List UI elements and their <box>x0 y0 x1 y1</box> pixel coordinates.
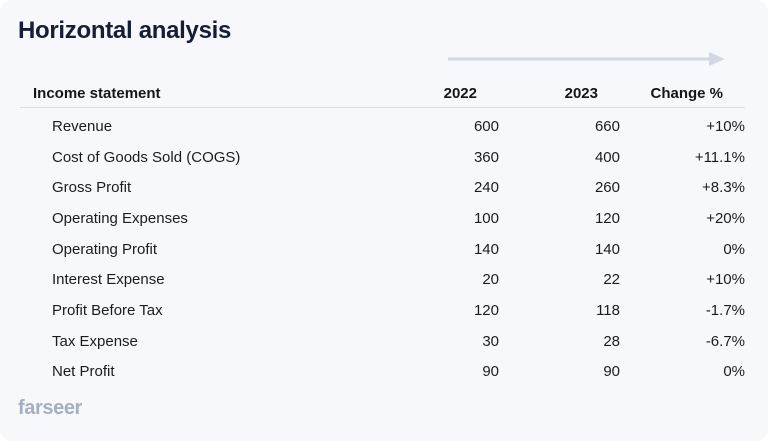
row-label: Cost of Goods Sold (COGS) <box>52 148 241 166</box>
column-header-2022: 2022 <box>443 85 477 102</box>
row-label: Tax Expense <box>52 332 138 350</box>
value-2023: 260 <box>594 179 620 197</box>
column-header-income-statement: Income statement <box>33 85 161 102</box>
value-2022: 20 <box>482 271 499 289</box>
row-label: Revenue <box>52 117 113 135</box>
row-label: Operating Expenses <box>52 209 188 227</box>
value-change: 0% <box>723 363 745 381</box>
value-2022: 360 <box>473 148 499 166</box>
table-row-cogs: Cost of Goods Sold (COGS) 360 400 +11.1% <box>20 142 745 173</box>
value-change: +8.3% <box>702 179 745 197</box>
row-label: Operating Profit <box>52 240 158 258</box>
value-2022: 600 <box>473 117 499 135</box>
value-change: 0% <box>723 240 745 258</box>
table-row-profit-before-tax: Profit Before Tax 120 118 -1.7% <box>20 295 745 326</box>
row-label: Interest Expense <box>52 271 165 289</box>
page-title: Horizontal analysis <box>18 17 232 44</box>
value-change: +11.1% <box>694 148 745 166</box>
value-2022: 100 <box>473 209 499 227</box>
table-body: Revenue 600 660 +10% Cost of Goods Sold … <box>20 108 745 387</box>
value-2023: 118 <box>596 301 620 319</box>
value-2023: 120 <box>594 209 620 227</box>
value-2022: 90 <box>482 363 499 381</box>
table-row-tax-expense: Tax Expense 30 28 -6.7% <box>20 326 745 357</box>
value-change: +20% <box>706 209 745 227</box>
table-row-net-profit: Net Profit 90 90 0% <box>20 357 745 388</box>
trend-arrow-right-icon <box>448 52 725 66</box>
value-2022: 140 <box>473 240 499 258</box>
farseer-logo: farseer <box>18 397 82 419</box>
value-2022: 240 <box>473 179 499 197</box>
column-header-change-pct: Change % <box>650 85 723 102</box>
row-label: Net Profit <box>52 363 115 381</box>
table-header-row: Income statement 2022 2023 Change % <box>20 80 745 108</box>
value-2023: 660 <box>594 117 620 135</box>
value-change: -1.7% <box>705 301 745 319</box>
value-2022: 30 <box>482 332 499 350</box>
table-row-gross-profit: Gross Profit 240 260 +8.3% <box>20 172 745 203</box>
table-row-operating-expenses: Operating Expenses 100 120 +20% <box>20 203 745 234</box>
value-change: +10% <box>706 271 745 289</box>
value-2022: 120 <box>473 301 499 319</box>
row-label: Profit Before Tax <box>52 301 163 319</box>
value-2023: 140 <box>594 240 620 258</box>
value-change: -6.7% <box>705 332 745 350</box>
table-row-operating-profit: Operating Profit 140 140 0% <box>20 234 745 265</box>
table-row-revenue: Revenue 600 660 +10% <box>20 111 745 142</box>
value-2023: 28 <box>603 332 620 350</box>
value-2023: 22 <box>603 271 620 289</box>
value-2023: 400 <box>594 148 620 166</box>
row-label: Gross Profit <box>52 179 132 197</box>
value-change: +10% <box>706 117 745 135</box>
value-2023: 90 <box>603 363 620 381</box>
column-header-2023: 2023 <box>564 85 598 102</box>
table-row-interest-expense: Interest Expense 20 22 +10% <box>20 264 745 295</box>
income-statement-table: Income statement 2022 2023 Change % Reve… <box>20 80 745 387</box>
